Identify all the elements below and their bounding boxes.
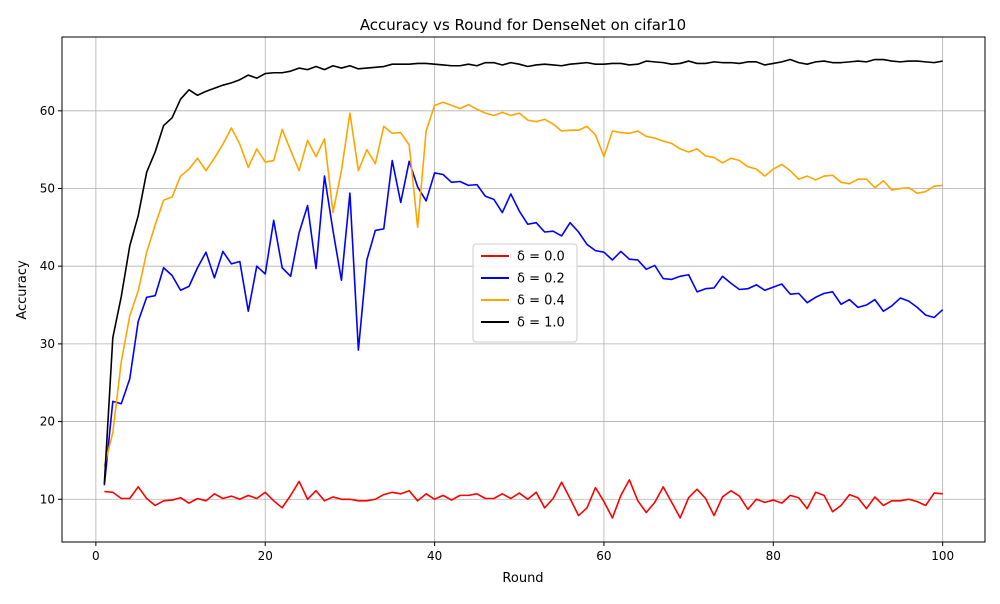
- x-tick-label: 0: [92, 549, 100, 563]
- series-line-3: [103, 58, 943, 484]
- x-tick-label: 100: [931, 549, 954, 563]
- series-line-2: [103, 101, 943, 467]
- chart-title: Accuracy vs Round for DenseNet on cifar1…: [360, 16, 686, 34]
- y-tick-label: 50: [40, 182, 55, 196]
- y-tick-label: 20: [40, 415, 55, 429]
- legend-entry-label: δ = 0.4: [517, 294, 565, 309]
- series-line-0: [104, 479, 943, 519]
- x-axis-label: Round: [502, 571, 543, 586]
- legend-entry-label: δ = 0.2: [517, 272, 565, 287]
- y-tick-label: 60: [40, 104, 55, 118]
- legend: δ = 0.0 δ = 0.2 δ = 0.4 δ = 1.0: [472, 243, 578, 343]
- x-tick-label: 80: [766, 549, 781, 563]
- plot-frame: [61, 36, 986, 543]
- x-tick-label: 20: [258, 549, 273, 563]
- y-tick-label: 40: [40, 259, 55, 273]
- y-axis-label: Accuracy: [15, 260, 30, 320]
- axis-ticks: 0 20 40 60 80 100 10 20 30 40 50 60: [40, 104, 954, 563]
- x-tick-label: 60: [596, 549, 611, 563]
- x-tick-label: 40: [427, 549, 442, 563]
- legend-entry-label: δ = 0.0: [517, 250, 565, 265]
- y-tick-label: 10: [40, 492, 55, 506]
- y-tick-label: 30: [40, 337, 55, 351]
- legend-entry-label: δ = 1.0: [517, 316, 565, 331]
- legend-box: [472, 243, 578, 343]
- series-lines: [103, 58, 944, 519]
- series-line-1: [103, 159, 944, 486]
